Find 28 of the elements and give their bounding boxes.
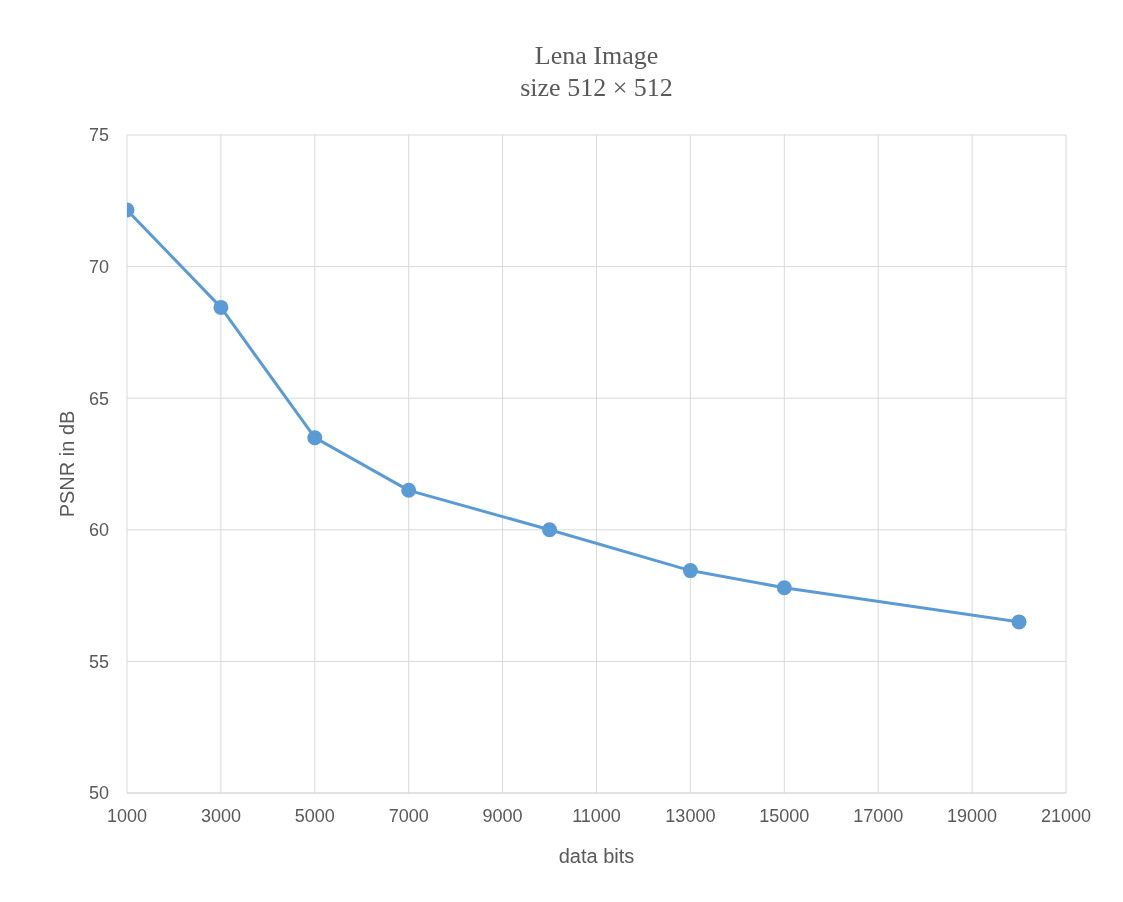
y-tick-label: 50 [88, 783, 109, 804]
x-tick-label: 7000 [388, 805, 429, 826]
x-tick-label: 17000 [853, 805, 904, 826]
x-tick-label: 19000 [947, 805, 998, 826]
point [401, 482, 417, 498]
x-tick-label: 3000 [200, 805, 241, 826]
x-tick-label: 9000 [482, 805, 523, 826]
x-tick-label: 13000 [665, 805, 716, 826]
y-tick-label: 60 [88, 520, 109, 541]
chart-title: Lena Image [533, 40, 660, 72]
point [542, 522, 558, 538]
point [1011, 614, 1027, 630]
chart-subtitle: size 512 × 512 [519, 72, 674, 104]
y-axis-title: PSNR in dB [56, 410, 79, 518]
point [776, 580, 792, 596]
y-tick-label: 75 [88, 125, 109, 146]
x-axis-title: data bits [558, 845, 635, 867]
point [213, 299, 229, 315]
x-tick-label: 11000 [572, 805, 621, 826]
point [682, 563, 698, 579]
x-tick-label: 15000 [759, 805, 810, 826]
y-tick-label: 65 [88, 388, 109, 409]
x-tick-label: 5000 [294, 805, 335, 826]
x-tick-label: 1000 [106, 805, 148, 826]
y-tick-label: 55 [88, 651, 109, 672]
y-tick-label: 70 [88, 256, 109, 277]
point [307, 430, 323, 446]
x-tick-label: 21000 [1040, 805, 1092, 826]
